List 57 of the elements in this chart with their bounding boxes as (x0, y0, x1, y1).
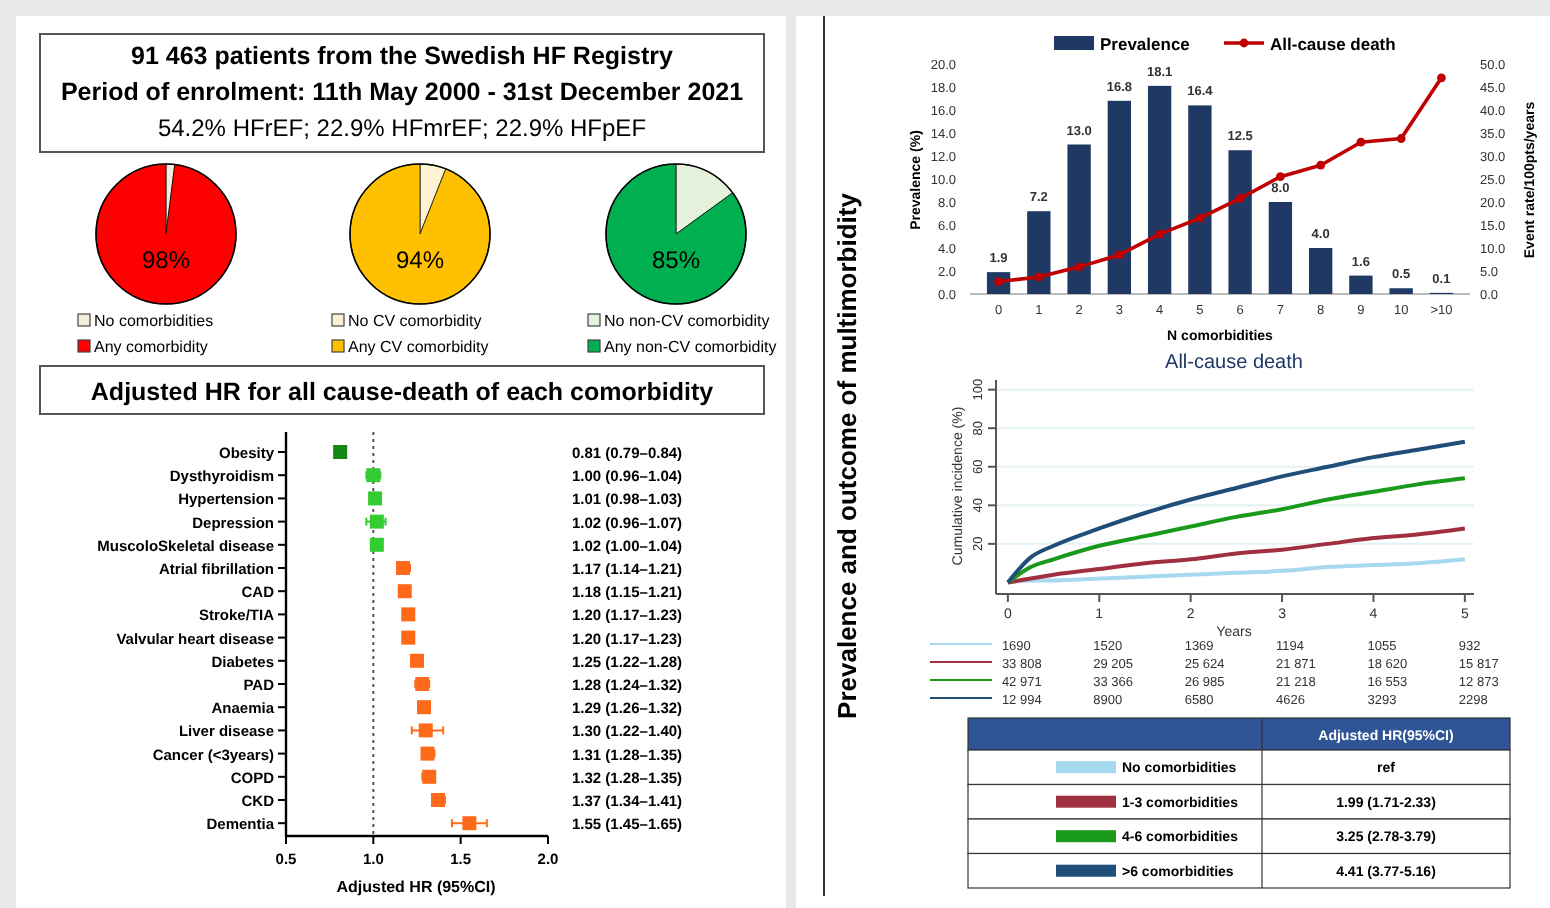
legend-label: No non-CV comorbidity (604, 312, 770, 330)
point (401, 630, 416, 645)
point (1195, 213, 1205, 223)
point (396, 561, 411, 575)
point (1074, 262, 1084, 272)
point (368, 491, 383, 506)
text: Period of enrolment: 11th May 2000 - 31st December 2021 (60, 78, 744, 106)
legend-label: Any CV comorbidity (348, 338, 489, 356)
bar (1188, 105, 1212, 294)
point (1437, 73, 1446, 83)
legend-label: All-cause death (1270, 34, 1396, 54)
bar (1147, 85, 1172, 294)
chart-title: Adjusted HR for all cause-death of each comorbidity (90, 378, 714, 406)
point (333, 445, 348, 459)
text: 91 463 patients from the Swedish HF Registry (131, 42, 673, 70)
bar (1107, 100, 1132, 294)
point (420, 746, 435, 761)
text: Prevalence and outcome of multimorbidity (832, 191, 862, 719)
point (1356, 137, 1366, 147)
point (1235, 193, 1245, 203)
legend-label: No comorbidities (94, 312, 214, 330)
point (1034, 272, 1044, 282)
bar (1067, 144, 1091, 294)
data-label: 98% (141, 246, 191, 274)
point (369, 537, 384, 552)
point (1275, 172, 1285, 182)
legend-label: Prevalence (1100, 34, 1191, 54)
line-series (1005, 439, 1467, 585)
point (397, 584, 412, 599)
point (410, 653, 424, 668)
bar (1228, 150, 1252, 294)
point (422, 769, 437, 784)
x-axis-title: Adjusted HR (95%CI) (336, 878, 497, 896)
text: 54.2% HFrEF; 22.9% HFmrEF; 22.9% HFpEF (157, 114, 647, 142)
point (1155, 229, 1165, 239)
line-series (1005, 526, 1467, 585)
data-label: 94% (395, 246, 445, 274)
bar (1349, 275, 1373, 294)
legend-label: No CV comorbidity (348, 312, 482, 330)
bar (1389, 288, 1413, 294)
point (430, 793, 445, 807)
legend-label: Any comorbidity (94, 338, 208, 356)
data-label: 85% (651, 246, 701, 274)
bar (1027, 211, 1051, 294)
point (401, 607, 416, 622)
legend-label: Any non-CV comorbidity (604, 338, 777, 356)
point (1316, 160, 1326, 170)
line-series (1005, 476, 1467, 585)
point (1114, 250, 1124, 260)
point (416, 700, 431, 715)
chart-title: All-cause death (1165, 352, 1303, 374)
bar (1268, 202, 1293, 294)
point (1396, 134, 1406, 143)
point (369, 514, 384, 529)
point (418, 723, 433, 738)
bar (1308, 248, 1333, 294)
point (462, 816, 477, 831)
